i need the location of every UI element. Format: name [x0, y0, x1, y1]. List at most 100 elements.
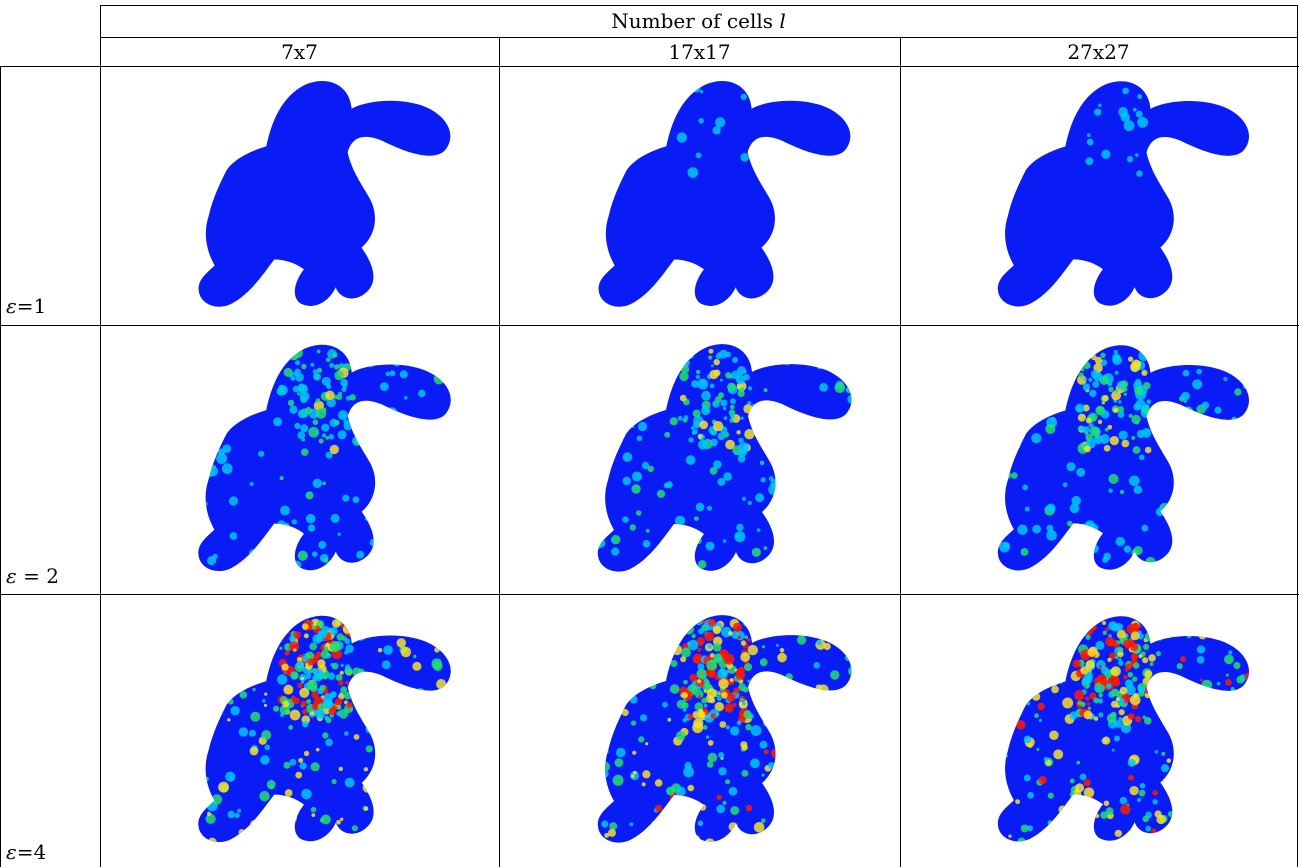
heat-spot	[1099, 434, 1110, 444]
heat-spot	[305, 513, 316, 524]
heat-spot	[847, 422, 852, 429]
heat-spot	[1138, 654, 1143, 659]
heat-spot	[855, 775, 860, 780]
heat-spot	[1102, 621, 1107, 625]
heat-spot	[599, 453, 611, 465]
heat-spot	[228, 496, 239, 506]
heat-spot	[631, 774, 635, 779]
heat-spot	[292, 532, 297, 538]
heat-spot	[309, 642, 317, 651]
heat-spot	[1032, 353, 1036, 357]
heat-spot	[300, 700, 307, 707]
heat-spot	[723, 838, 734, 843]
heat-spot	[715, 117, 726, 128]
heat-spot	[1200, 678, 1204, 682]
heat-spot	[1145, 623, 1149, 627]
gorilla-heatmap-icon	[988, 345, 1249, 571]
heat-spot	[1171, 838, 1175, 842]
heat-spot	[1102, 394, 1109, 402]
heat-spot	[1131, 414, 1141, 425]
heat-spot	[364, 806, 369, 811]
heat-spot	[211, 794, 223, 805]
heat-spot	[1118, 400, 1122, 404]
gorilla-heatmap-icon	[597, 615, 860, 843]
heat-spot	[1058, 805, 1067, 814]
heat-spot	[292, 560, 302, 570]
heat-spot	[258, 450, 265, 457]
heat-spot	[1127, 356, 1134, 362]
heat-spot	[687, 167, 699, 178]
heat-spot	[366, 835, 372, 840]
heat-spot	[808, 349, 818, 359]
heat-spot	[1054, 389, 1065, 399]
heat-spot	[699, 420, 709, 430]
heat-spot	[1122, 87, 1129, 95]
heat-spot	[418, 691, 425, 698]
heat-spot	[352, 667, 362, 677]
heat-spot	[698, 641, 703, 646]
heat-spot	[683, 679, 688, 685]
heat-spot	[1077, 425, 1085, 432]
heat-spot	[1083, 674, 1093, 684]
heat-spot	[1085, 520, 1095, 530]
heat-spot	[349, 680, 359, 690]
heat-spot	[297, 392, 301, 396]
heat-spot	[1236, 675, 1245, 684]
heat-spot	[647, 631, 655, 639]
heat-spot	[439, 519, 449, 530]
heat-spot	[1174, 407, 1179, 412]
heat-spot	[306, 698, 312, 704]
heat-spot	[761, 773, 765, 777]
heat-spot	[697, 663, 705, 670]
heat-spot	[1098, 665, 1103, 669]
heat-spot	[739, 697, 744, 702]
heat-spot	[782, 712, 787, 717]
heat-spot	[1113, 642, 1120, 648]
heat-spot	[601, 770, 609, 778]
heat-spot	[389, 728, 398, 737]
heat-spot	[368, 826, 375, 833]
heat-spot	[379, 479, 384, 484]
heat-spot	[1103, 800, 1110, 807]
heat-spot	[1059, 635, 1066, 643]
heat-spot	[1020, 548, 1029, 556]
heat-spot	[647, 465, 654, 473]
heat-spot	[1138, 454, 1145, 461]
heat-spot	[648, 631, 660, 642]
heat-spot	[1082, 383, 1091, 391]
heat-spot	[853, 682, 856, 685]
heat-spot	[713, 656, 721, 664]
heat-spot	[283, 367, 293, 377]
heat-spot	[730, 398, 736, 405]
heat-spot	[1116, 630, 1126, 640]
heat-spot	[1132, 623, 1138, 629]
heat-spot	[1208, 704, 1215, 711]
heat-spot	[236, 356, 243, 362]
heat-spot	[1168, 792, 1174, 798]
heat-spot	[1034, 667, 1045, 677]
heat-spot	[1128, 774, 1135, 781]
heat-spot	[660, 658, 666, 664]
title-text: Number of cells	[611, 9, 774, 33]
heat-spot	[1222, 724, 1228, 730]
heat-spot	[792, 827, 801, 837]
heat-spot	[1146, 623, 1154, 631]
heat-spot	[988, 404, 995, 411]
heat-spot	[242, 638, 246, 642]
heat-spot	[1228, 650, 1233, 655]
heat-spot	[608, 828, 616, 837]
heat-spot	[1195, 815, 1201, 822]
heat-spot	[239, 691, 248, 699]
heat-spot	[408, 618, 416, 626]
heat-spot	[1017, 837, 1026, 842]
heat-spot	[1149, 681, 1154, 687]
heat-spot	[1098, 712, 1104, 718]
heat-spot	[386, 722, 395, 731]
heat-spot	[1160, 764, 1170, 773]
heat-spot	[335, 674, 343, 681]
heat-spot	[403, 396, 408, 400]
heat-spot	[329, 444, 340, 455]
heat-spot	[1180, 429, 1190, 439]
heat-spot	[322, 407, 327, 413]
heat-spot	[1226, 740, 1235, 749]
